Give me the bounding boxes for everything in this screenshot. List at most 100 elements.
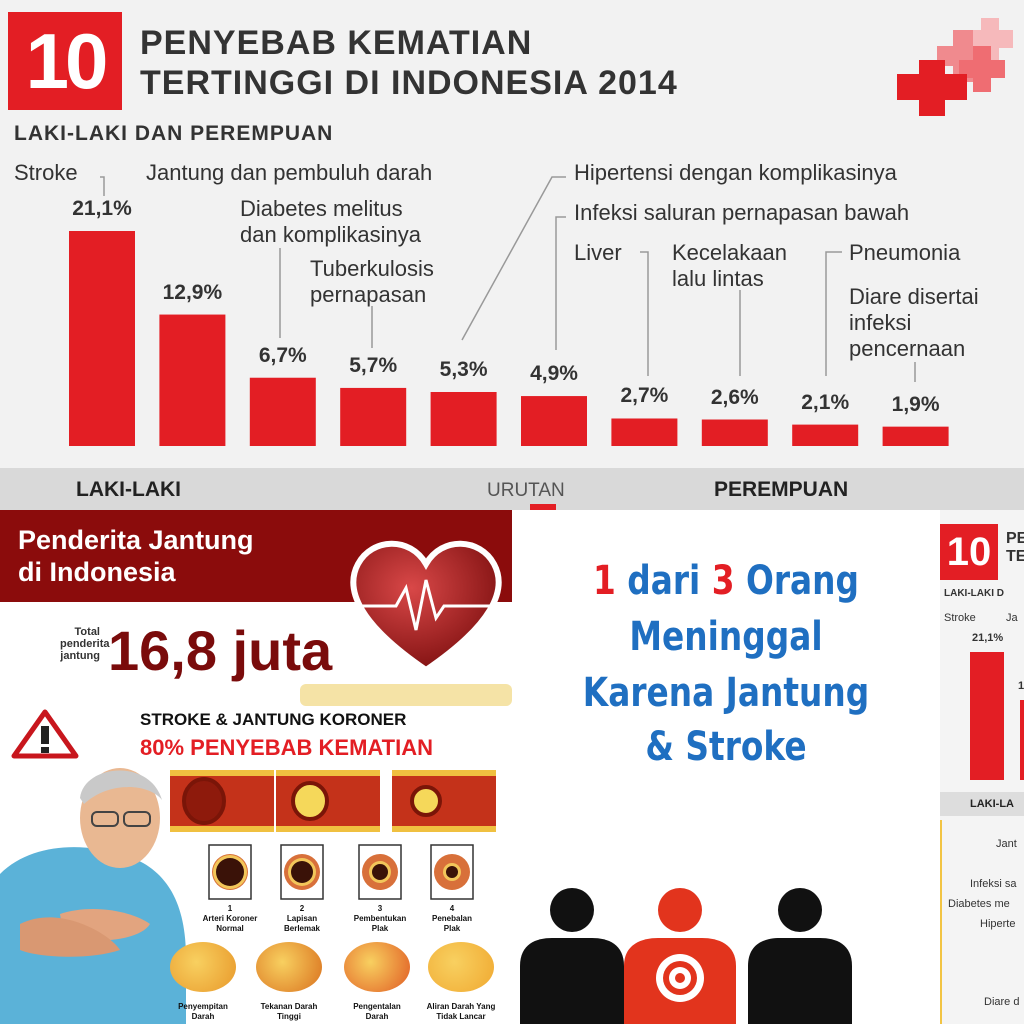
bar-value-label: 5,3% [439, 357, 488, 381]
artery-stage-label-line: Arteri Koroner [202, 914, 258, 923]
bar-category-label-line: infeksi [849, 310, 912, 335]
artery-tube-image [276, 770, 380, 832]
bar-value-label: 5,7% [349, 353, 398, 377]
artery-cross-section-icon [208, 844, 252, 900]
blood-condition-image [428, 942, 494, 992]
blood-condition-image [344, 942, 410, 992]
artery-stage-label-line: 1 [227, 904, 233, 913]
bar-value-label: 6,7% [258, 343, 307, 367]
leader-line [461, 176, 566, 341]
artery-stage-label: 4 Penebalan Plak [412, 904, 492, 934]
bar-value-label: 2,6% [710, 385, 759, 409]
strip-label-urutan: URUTAN [487, 480, 565, 501]
mini-bar-stroke [970, 652, 1004, 780]
bar-3 [249, 377, 316, 446]
bar-value-label: 21,1% [72, 197, 132, 220]
bar-category-label-line: Liver [574, 240, 622, 265]
artery-cross-section-icon [280, 844, 324, 900]
artery-stage-label-line: Penebalan [431, 914, 472, 923]
bar-category-label-line: Jantung dan pembuluh darah [146, 160, 433, 185]
bar-value-label: 4,9% [530, 362, 578, 386]
top-infographic: 10 PENYEBAB KEMATIAN TERTINGGI DI INDONE… [0, 0, 1024, 510]
strip-label-laki: LAKI-LAKI [76, 478, 181, 501]
bar-category-label: Pneumonia [849, 240, 960, 266]
person-heart-target-icon [624, 888, 736, 1024]
bar-value-label: 2,7% [620, 384, 669, 408]
bar-category-label: Diare disertai infeksi pencernaan [849, 284, 979, 362]
mini-title-line1: PE [1006, 530, 1024, 547]
blood-condition-label-line: Tekanan Darah [260, 1002, 318, 1011]
bar-value-label: 2,1% [801, 390, 850, 414]
bar-category-label-line: Diabetes melitus [240, 196, 403, 221]
mini-number-badge: 10 [940, 524, 998, 580]
blood-condition-label: Penyempitan Darah [158, 1002, 248, 1022]
mini-bar-jantung [1020, 700, 1024, 780]
mini-subtitle: LAKI-LAKI D [944, 588, 1004, 599]
artery-stage-label: 2 Lapisan Berlemak [262, 904, 342, 934]
bar-10 [882, 426, 949, 446]
warning-icon [11, 709, 79, 759]
panel-title-line2: di Indonesia [18, 557, 176, 587]
leader-line [100, 176, 105, 196]
bar-8 [701, 419, 768, 446]
panel-title-line1: Penderita Jantung [18, 525, 254, 555]
artery-stage-label: 1 Arteri Koroner Normal [190, 904, 270, 934]
artery-stage-label-line: 4 [449, 904, 455, 913]
mini-list-item: Jant [996, 838, 1017, 850]
bar-category-label-line: pencernaan [849, 336, 966, 361]
bar-4 [340, 387, 407, 446]
blood-condition-label-line: Penyempitan [178, 1002, 228, 1011]
mini-list-item: Infeksi sa [970, 878, 1017, 890]
artery-stage-label-line: Pembentukan [353, 914, 407, 923]
info-banner [300, 684, 512, 706]
leader-lines [100, 176, 916, 382]
bar-1 [69, 231, 135, 446]
blood-condition-image [170, 942, 236, 992]
total-label-line1: Total [74, 626, 100, 638]
blood-condition-label-line: Darah [191, 1012, 215, 1021]
bar-category-label-line: pernapasan [310, 282, 427, 307]
person-icon [748, 888, 852, 1024]
bar-category-label-line: Hipertensi dengan komplikasinya [574, 160, 897, 185]
bar-category-label-line: dan komplikasinya [240, 222, 421, 247]
bar-category-label-line: Diare disertai [849, 284, 979, 309]
bar-2 [159, 314, 226, 446]
strip-label-perempuan: PEREMPUAN [714, 478, 849, 501]
warning-heading: STROKE & JANTUNG KORONER [140, 710, 407, 729]
total-label: Total penderita jantung [60, 626, 110, 662]
bar-5 [430, 391, 497, 446]
bar-category-label: Kecelakaan lalu lintas [672, 240, 787, 292]
total-value: 16,8 juta [108, 619, 333, 682]
blood-condition-label: Aliran Darah Yang Tidak Lancar [416, 1002, 506, 1022]
stat-num-three: 3 [711, 558, 735, 604]
artery-tube-image [392, 770, 496, 832]
strip-marker [530, 504, 556, 510]
leader-line [825, 251, 842, 376]
mini-strip [940, 792, 1024, 816]
bar-category-label: Liver [574, 240, 622, 266]
artery-cross-section-icon [358, 844, 402, 900]
bar-category-label-line: lalu lintas [672, 266, 764, 291]
chart-subtitle: LAKI-LAKI DAN PEREMPUAN [14, 122, 334, 145]
blood-condition-label-line: Darah [365, 1012, 389, 1021]
artery-cross-section-icon [430, 844, 474, 900]
bar-category-label-line: Kecelakaan [672, 240, 787, 265]
blood-condition-label-line: Aliran Darah Yang [426, 1002, 496, 1011]
stat-line3: Karena Jantung [582, 670, 870, 716]
total-label-line3: jantung [60, 650, 100, 662]
bar-category-label-line: Stroke [14, 160, 78, 185]
blood-condition-label: Tekanan Darah Tinggi [244, 1002, 334, 1022]
warning-percentage: 80% PENYEBAB KEMATIAN [140, 735, 433, 760]
blood-condition-label-line: Tinggi [277, 1012, 301, 1021]
stat-text-dari: dari [615, 558, 712, 604]
panel-title: Penderita Jantung di Indonesia [18, 524, 254, 588]
stat-line2: Meninggal [629, 614, 823, 660]
mini-value-jantung: 1, [1018, 680, 1024, 692]
mini-title: PE TE [1006, 530, 1024, 566]
leader-line [640, 251, 649, 376]
mini-strip-label: LAKI-LA [970, 798, 1014, 810]
stat-line1: 1 dari 3 Orang [551, 558, 902, 604]
heart-disease-panel: Penderita Jantung di Indonesia Total pen… [0, 510, 512, 1024]
mini-divider [940, 820, 942, 1024]
man-chest-pain-image [0, 768, 186, 1024]
